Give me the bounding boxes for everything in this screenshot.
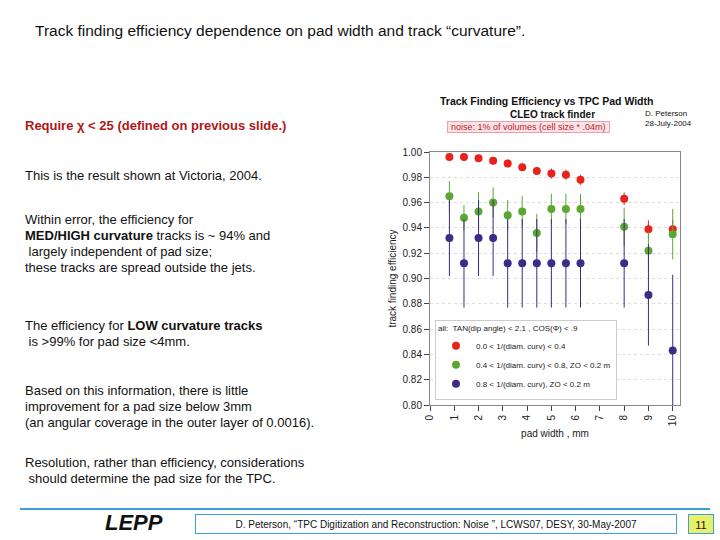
html-text:D. Peterson, “TPC Digitization: D. Peterson, “TPC Digitization and Recon… bbox=[235, 519, 637, 530]
html-text:LEPP: LEPP bbox=[105, 510, 163, 535]
svg-text:pad width , mm: pad width , mm bbox=[521, 428, 589, 439]
svg-text:3: 3 bbox=[497, 415, 508, 421]
html-text:Within error, the efficiency f: Within error, the efficiency for bbox=[25, 212, 194, 227]
svg-text:8: 8 bbox=[618, 415, 629, 421]
svg-text:0.94: 0.94 bbox=[403, 222, 423, 233]
svg-text:all: TAN(dip angle) < 2.1 , C: all: TAN(dip angle) < 2.1 , COS(Φ) < .9 bbox=[438, 324, 578, 333]
svg-text:0.96: 0.96 bbox=[403, 197, 423, 208]
html-text:(an angular coverage in the ou: (an angular coverage in the outer layer … bbox=[25, 415, 315, 430]
svg-text:0.84: 0.84 bbox=[403, 349, 423, 360]
svg-text:0.4 < 1/(diam. curv) < 0.8, ZO: 0.4 < 1/(diam. curv) < 0.8, ZO < 0.2 m bbox=[476, 361, 610, 370]
html-text:Track finding efficiency depen: Track finding efficiency dependence on p… bbox=[35, 22, 526, 39]
svg-text:0.92: 0.92 bbox=[403, 248, 423, 259]
html-text:these tracks are spread outsid: these tracks are spread outside the jets… bbox=[25, 260, 256, 275]
html-text:improvement for a pad size bel: improvement for a pad size below 3mm bbox=[25, 399, 252, 414]
svg-text:6: 6 bbox=[570, 415, 581, 421]
html-text:11: 11 bbox=[695, 519, 707, 531]
svg-text:0.88: 0.88 bbox=[403, 298, 423, 309]
html-text:Resolution, rather than effici: Resolution, rather than efficiency, cons… bbox=[25, 455, 305, 470]
svg-text:0.8 < 1/(diam. curv), ZO < 0.2: 0.8 < 1/(diam. curv), ZO < 0.2 m bbox=[476, 380, 590, 389]
svg-text:5: 5 bbox=[546, 415, 557, 421]
svg-text:0.80: 0.80 bbox=[403, 400, 423, 411]
svg-text:0.90: 0.90 bbox=[403, 273, 423, 284]
svg-text:0.98: 0.98 bbox=[403, 172, 423, 183]
html-text:CLEO track finder: CLEO track finder bbox=[510, 109, 595, 120]
html-text:is >99% for pad size <4mm.: is >99% for pad size <4mm. bbox=[25, 334, 190, 349]
html-text:noise: 1% of volumes (cell siz: noise: 1% of volumes (cell size * .04m) bbox=[451, 122, 606, 132]
svg-text:1: 1 bbox=[449, 415, 460, 421]
svg-text:1.00: 1.00 bbox=[403, 147, 423, 158]
html-text:Require χ < 25 (defined on pre: Require χ < 25 (defined on previous slid… bbox=[25, 118, 287, 133]
svg-text:0: 0 bbox=[424, 415, 435, 421]
svg-text:7: 7 bbox=[594, 415, 605, 421]
html-text:D. Peterson: D. Peterson bbox=[645, 109, 688, 118]
html-text:This is the result shown at Vi: This is the result shown at Victoria, 20… bbox=[25, 168, 262, 183]
svg-text:4: 4 bbox=[521, 415, 532, 421]
html-text:largely independent of pad siz: largely independent of pad size; bbox=[25, 244, 213, 259]
html-text:should determine the pad size: should determine the pad size for the TP… bbox=[25, 471, 276, 486]
svg-text:10: 10 bbox=[667, 415, 678, 427]
svg-text:track finding efficiency: track finding efficiency bbox=[387, 229, 398, 327]
html-text:Based on this information, the: Based on this information, there is litt… bbox=[25, 383, 249, 398]
svg-text:2: 2 bbox=[473, 415, 484, 421]
svg-text:0.82: 0.82 bbox=[403, 374, 423, 385]
svg-text:0.0 < 1/(diam. curv) < 0.4: 0.0 < 1/(diam. curv) < 0.4 bbox=[476, 342, 566, 351]
svg-text:0.86: 0.86 bbox=[403, 324, 423, 335]
svg-text:9: 9 bbox=[643, 415, 654, 421]
html-text:28-July-2004: 28-July-2004 bbox=[645, 119, 692, 128]
html-text:The efficiency for LOW curvatu: The efficiency for LOW curvature tracks bbox=[25, 318, 263, 333]
html-text:MED/HIGH curvature tracks is ~: MED/HIGH curvature tracks is ~ 94% and bbox=[25, 228, 271, 243]
html-text:Track Finding Efficiency vs TP: Track Finding Efficiency vs TPC Pad Widt… bbox=[440, 95, 654, 107]
